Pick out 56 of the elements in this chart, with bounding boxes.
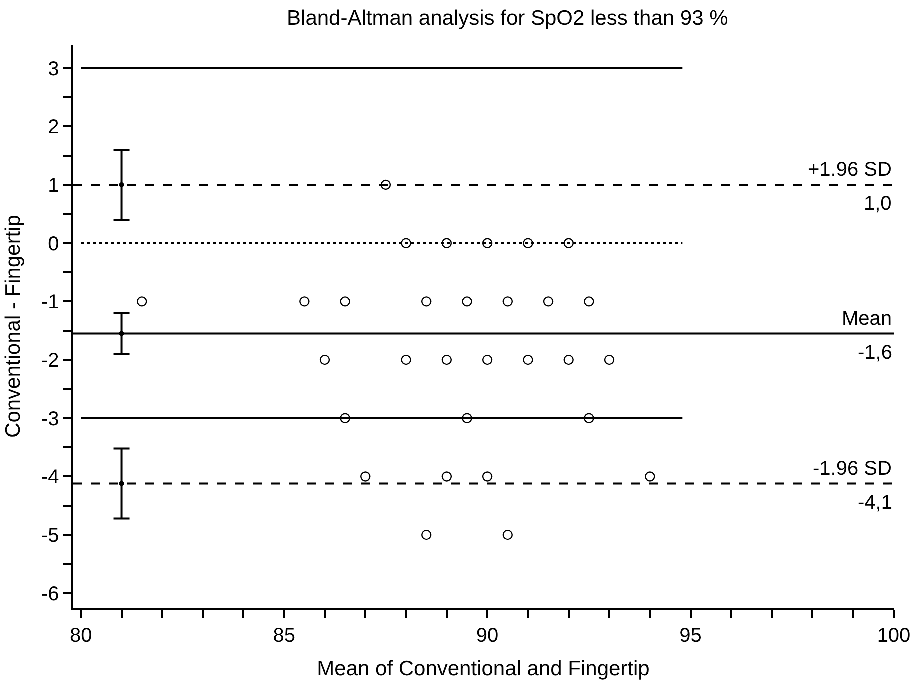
y-tick-label: -5 (41, 525, 60, 548)
point (523, 354, 534, 366)
point (442, 238, 452, 248)
point (604, 354, 615, 366)
x-tick-label: 95 (680, 624, 702, 647)
point (584, 413, 594, 424)
point (502, 296, 513, 307)
y-tick-label: -4 (41, 466, 60, 489)
point (584, 296, 594, 307)
chart-title: Bland-Altman analysis for SpO2 less than 93 % (287, 7, 728, 30)
point (645, 472, 656, 482)
point (380, 180, 392, 190)
point (136, 296, 148, 307)
point (502, 530, 513, 540)
point (482, 472, 493, 482)
point (564, 238, 574, 248)
point (320, 354, 330, 366)
point (462, 413, 472, 424)
point (360, 472, 371, 482)
point (482, 354, 493, 366)
y-tick-label: -2 (41, 350, 60, 372)
x-tick-label: 90 (476, 624, 499, 647)
y-axis-title: Conventional - Fingertip (2, 215, 26, 438)
point (422, 530, 432, 540)
y-tick-label: -6 (41, 583, 60, 606)
point (482, 238, 493, 248)
point (340, 296, 350, 307)
point (422, 296, 432, 307)
y-tick-label: -1 (41, 292, 60, 314)
y-tick-label: 0 (48, 233, 60, 256)
x-tick-label: 100 (877, 624, 911, 647)
point (300, 296, 310, 307)
annotation: -1,6 (858, 342, 892, 364)
point (523, 238, 534, 248)
annotation: -4,1 (858, 492, 892, 514)
point (340, 413, 350, 424)
point (442, 472, 452, 482)
y-tick-label: -3 (41, 408, 60, 430)
x-axis-title: Mean of Conventional and Fingertip (317, 657, 650, 680)
annotation: 1,0 (864, 193, 892, 215)
x-tick-label: 80 (70, 624, 92, 647)
y-tick-label: 3 (48, 58, 60, 80)
point (119, 481, 124, 486)
point (462, 296, 472, 307)
point (442, 354, 452, 366)
y-tick-label: 1 (48, 175, 60, 198)
point (401, 354, 412, 366)
point (564, 354, 574, 366)
ref-line-label: -1.96 SD (813, 458, 892, 480)
ref-line-label: Mean (842, 308, 892, 330)
point (119, 182, 124, 188)
y-tick-label: 2 (48, 116, 60, 139)
x-tick-label: 85 (273, 624, 296, 647)
ref-line-label: +1.96 SD (808, 159, 892, 181)
point (401, 238, 412, 248)
point (543, 296, 554, 307)
